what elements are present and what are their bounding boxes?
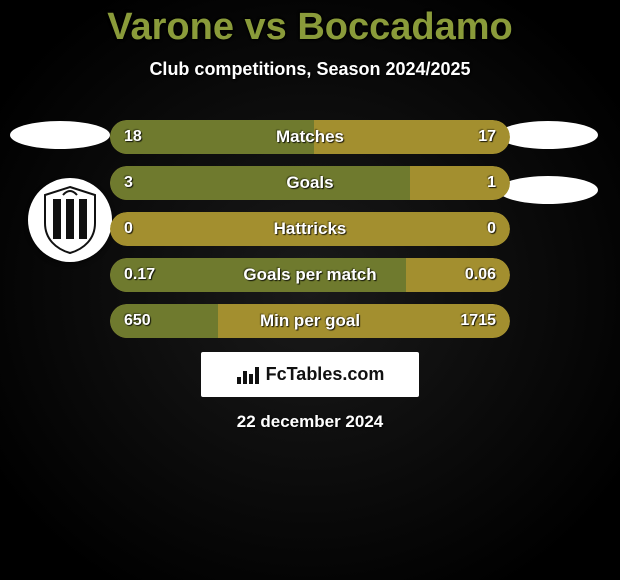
team-left-placeholder-oval (10, 121, 110, 149)
stat-row: 6501715Min per goal (110, 304, 510, 338)
stat-label: Hattricks (110, 219, 510, 239)
brand-box[interactable]: FcTables.com (201, 352, 419, 397)
team-right-placeholder-oval-2 (498, 176, 598, 204)
shield-icon (39, 185, 101, 255)
stat-label: Goals (110, 173, 510, 193)
team-right-placeholder-oval-1 (498, 121, 598, 149)
generated-date: 22 december 2024 (0, 412, 620, 432)
stats-bars: 1817Matches 31Goals 00Hattricks 0.170.06Goa… (110, 120, 510, 350)
club-badge-left (28, 178, 112, 262)
stat-row: 0.170.06Goals per match (110, 258, 510, 292)
subtitle: Club competitions, Season 2024/2025 (0, 59, 620, 80)
stat-row: 31Goals (110, 166, 510, 200)
page-title: Varone vs Boccadamo (0, 0, 620, 49)
stat-label: Min per goal (110, 311, 510, 331)
brand-label: FcTables.com (266, 364, 385, 385)
bar-chart-icon (236, 365, 260, 385)
stat-label: Goals per match (110, 265, 510, 285)
stat-label: Matches (110, 127, 510, 147)
stat-row: 1817Matches (110, 120, 510, 154)
stat-row: 00Hattricks (110, 212, 510, 246)
